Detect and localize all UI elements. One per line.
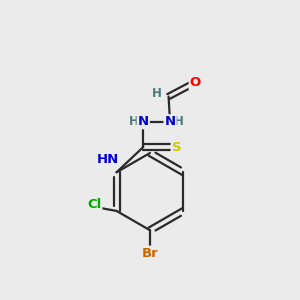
Text: H: H [152,87,162,100]
Text: N: N [138,115,149,128]
Text: HN: HN [97,153,119,166]
Text: S: S [172,140,182,154]
Text: H: H [173,115,183,128]
Text: H: H [129,115,139,128]
Text: Cl: Cl [87,199,101,212]
Text: O: O [190,76,201,89]
Text: N: N [164,115,175,128]
Text: Br: Br [142,247,158,260]
